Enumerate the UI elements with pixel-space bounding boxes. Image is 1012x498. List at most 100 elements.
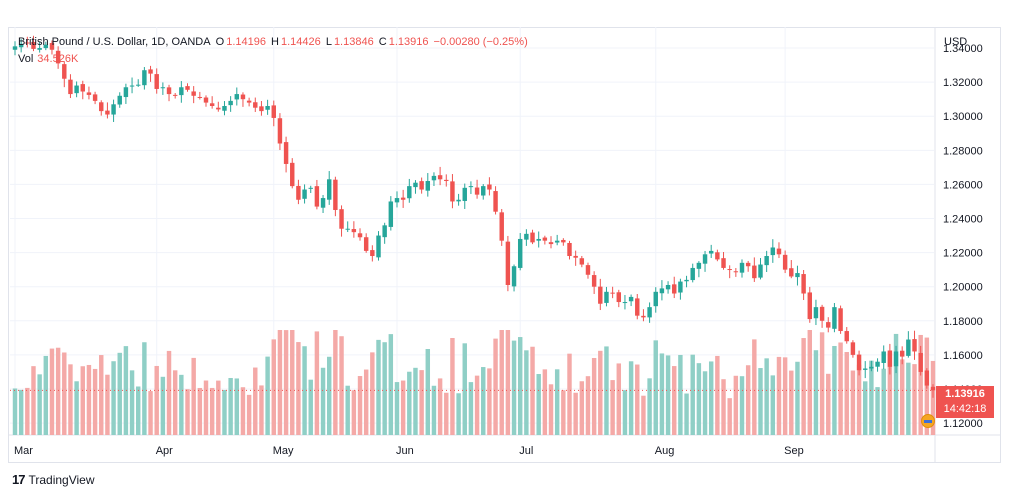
candle-body (222, 106, 227, 111)
candle-body (117, 95, 122, 105)
volume-bar (696, 363, 702, 435)
candle-body (166, 87, 172, 95)
candlestick-chart[interactable]: 1.34000 1.32000 1.30000 1.28000 1.26000 1.240… (8, 27, 1001, 463)
candle-body (370, 250, 375, 257)
volume-bar (727, 398, 732, 435)
candle-body (197, 96, 203, 98)
candle-body (92, 94, 98, 101)
volume-bar (462, 343, 467, 435)
volume-bar (653, 340, 658, 435)
volume-bar (222, 389, 227, 435)
candle-body (450, 181, 455, 202)
candle-body (672, 284, 677, 294)
volume-bar (437, 378, 443, 435)
volume-bar (906, 362, 911, 435)
y-tick-label: 1.26000 (943, 179, 983, 191)
volume-bar (456, 393, 461, 435)
volume-bar (801, 338, 806, 435)
candle-body (647, 307, 652, 318)
volume-bar (745, 365, 751, 435)
candle-body (308, 187, 313, 189)
candle-body (271, 105, 276, 118)
candle-body (659, 288, 665, 294)
volume-bar (259, 385, 264, 435)
volume-bar (826, 373, 831, 435)
candle-body (172, 94, 178, 96)
candle-body (863, 368, 868, 370)
candle-body (838, 308, 843, 332)
candle-body (684, 279, 689, 282)
candle-body (376, 235, 381, 258)
volume-bar (875, 387, 880, 435)
volume-bar (715, 355, 720, 435)
candle-body (154, 74, 159, 89)
volume-bar (333, 330, 338, 435)
us-flag-icon (921, 414, 935, 428)
volume-bar (795, 361, 800, 435)
volume-bar (665, 355, 671, 435)
candle-body (665, 284, 671, 290)
candle-body (930, 386, 936, 391)
volume-bar (388, 334, 394, 435)
candle-body (561, 239, 566, 243)
volume-bar (536, 374, 541, 435)
candle-body (12, 46, 18, 50)
volume-bar (382, 342, 387, 435)
volume-bar (351, 390, 357, 435)
volume-bar (148, 391, 153, 435)
volume-bar (524, 350, 529, 435)
y-tick-label: 1.16000 (943, 350, 983, 362)
candle-body (43, 44, 49, 49)
candle-body (253, 102, 258, 108)
candle-body (567, 242, 572, 257)
volume-bar (733, 375, 739, 435)
close-value: 1.13916 (388, 36, 429, 48)
volume-bar (561, 390, 566, 435)
candle-body (869, 366, 874, 369)
volume-bar (764, 358, 769, 435)
volume-bar (487, 368, 492, 435)
volume-bar (690, 354, 695, 435)
candle-body (801, 274, 806, 294)
y-tick-label: 1.22000 (943, 248, 983, 260)
volume-bar (641, 395, 646, 435)
y-tick-label: 1.34000 (943, 43, 983, 55)
volume-bar (863, 381, 868, 435)
volume-bar (203, 380, 209, 435)
candle-body (918, 352, 923, 372)
candle-body (191, 91, 196, 96)
candle-body (826, 322, 831, 328)
candle-body (764, 256, 769, 266)
volume-bar (770, 375, 776, 435)
volume-bar (511, 340, 517, 435)
high-label: H (271, 36, 279, 48)
candle-body (339, 209, 344, 229)
volume-bar (179, 374, 184, 435)
candle-body (351, 229, 357, 233)
volume-bar (635, 364, 640, 435)
candle-body (37, 48, 42, 50)
volume-bar (197, 387, 203, 435)
volume-bar (136, 386, 141, 435)
candle-body (49, 43, 55, 50)
candle-body (875, 361, 880, 367)
volume-bar (154, 365, 159, 435)
candle-body (209, 103, 215, 107)
candle-body (437, 175, 443, 180)
volume-bar (191, 357, 196, 435)
volume-bar (782, 357, 788, 435)
volume-bar (314, 331, 320, 435)
candle-body (635, 298, 640, 316)
volume-bar (74, 381, 79, 435)
volume-bar (18, 389, 24, 435)
candle-body (468, 186, 474, 188)
last-price-tag: 1.13916 14:42:18 (936, 386, 994, 418)
candle-body (641, 315, 646, 318)
volume-bar (579, 381, 585, 435)
candle-body (906, 339, 911, 356)
candle-body (493, 191, 498, 212)
candle-body (715, 252, 720, 260)
volume-bar (117, 352, 122, 435)
tradingview-logo[interactable]: 17 TradingView (12, 472, 95, 487)
volume-bar (99, 355, 104, 435)
